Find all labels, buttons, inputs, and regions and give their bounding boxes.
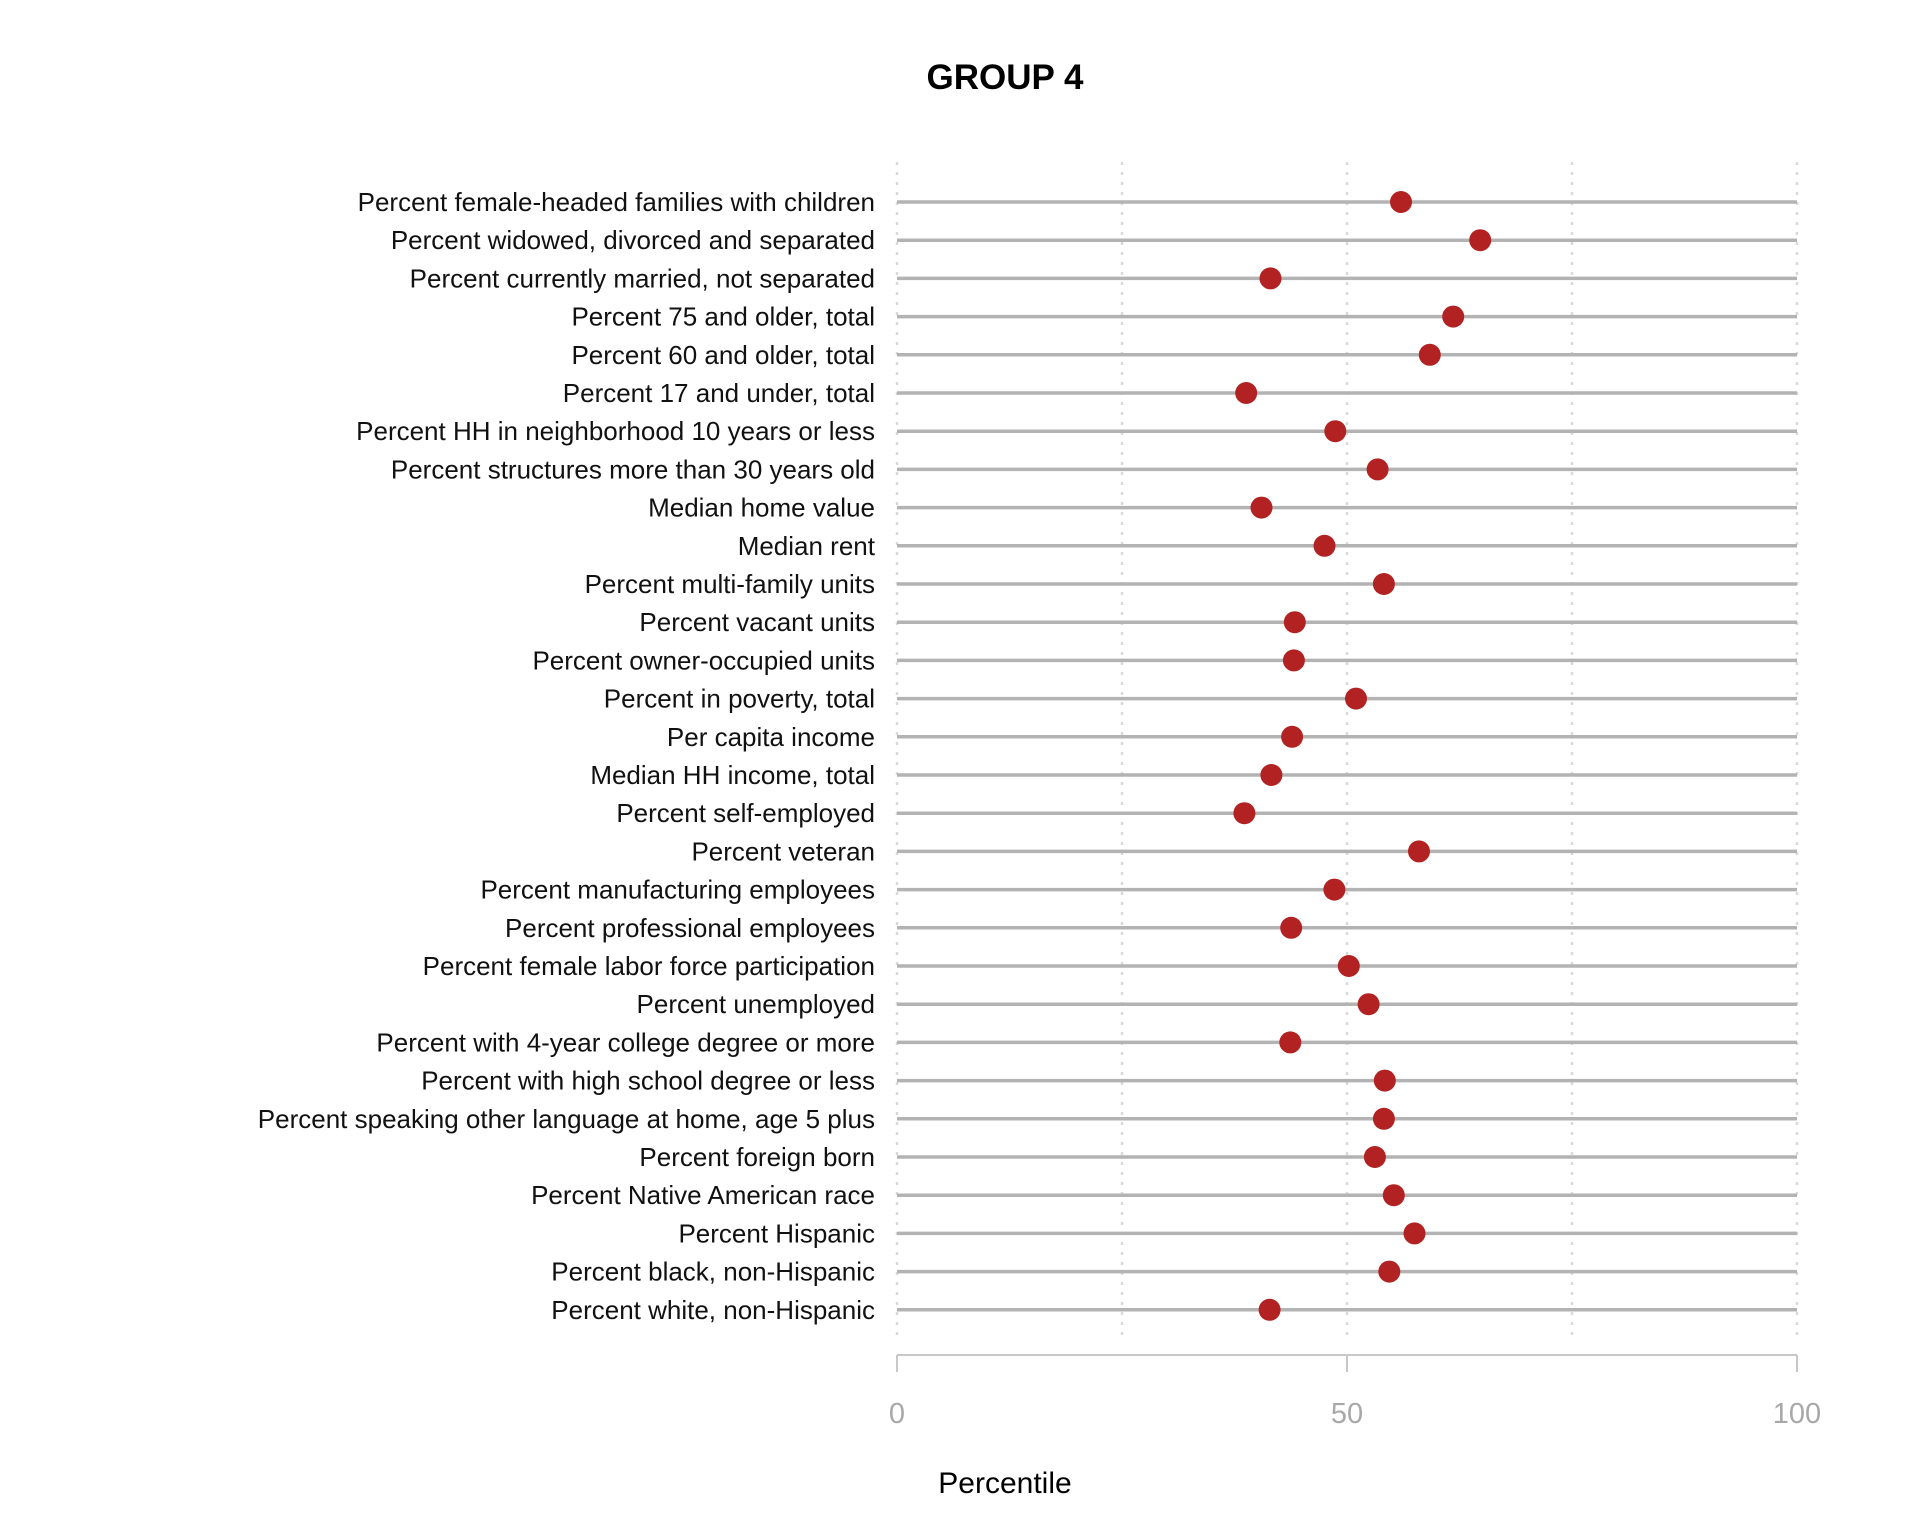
x-tick-label: 100 bbox=[1773, 1398, 1821, 1430]
data-point bbox=[1378, 1260, 1401, 1283]
data-point bbox=[1372, 573, 1395, 595]
category-label: Median HH income, total bbox=[590, 760, 875, 790]
data-point bbox=[1282, 649, 1305, 672]
data-point bbox=[1357, 993, 1380, 1016]
category-label: Median home value bbox=[648, 493, 875, 523]
x-axis-title: Percentile bbox=[938, 1467, 1072, 1500]
data-point bbox=[1260, 764, 1283, 786]
category-label: Percent with high school degree or less bbox=[421, 1066, 875, 1096]
data-point bbox=[1366, 458, 1389, 481]
category-label: Percent HH in neighborhood 10 years or l… bbox=[356, 416, 875, 446]
x-tick-label: 0 bbox=[889, 1398, 905, 1430]
category-labels: Percent female-headed families with chil… bbox=[258, 187, 876, 1325]
data-point bbox=[1345, 687, 1367, 710]
data-point bbox=[1281, 725, 1304, 748]
category-label: Percent veteran bbox=[691, 836, 875, 866]
category-label: Percent unemployed bbox=[637, 989, 875, 1019]
data-point bbox=[1279, 1031, 1302, 1054]
category-label: Percent owner-occupied units bbox=[532, 645, 875, 675]
data-point bbox=[1324, 420, 1347, 443]
category-label: Percent 17 and under, total bbox=[563, 378, 875, 408]
data-point bbox=[1382, 1184, 1405, 1207]
chart-title: GROUP 4 bbox=[926, 58, 1084, 97]
data-points bbox=[1233, 191, 1492, 1321]
data-point bbox=[1258, 1298, 1281, 1321]
data-point bbox=[1372, 1107, 1395, 1130]
data-point bbox=[1337, 955, 1360, 977]
category-label: Median rent bbox=[738, 531, 876, 561]
data-point bbox=[1442, 305, 1465, 328]
data-point bbox=[1403, 1222, 1426, 1245]
category-label: Percent Native American race bbox=[531, 1180, 875, 1210]
category-label: Percent female-headed families with chil… bbox=[358, 187, 875, 217]
data-point bbox=[1235, 382, 1258, 404]
category-lines bbox=[897, 200, 1797, 1312]
category-label: Percent professional employees bbox=[505, 913, 875, 943]
category-label: Percent currently married, not separated bbox=[410, 263, 875, 293]
data-point bbox=[1373, 1069, 1396, 1092]
category-label: Percent structures more than 30 years ol… bbox=[391, 454, 875, 484]
category-label: Percent black, non-Hispanic bbox=[551, 1257, 875, 1287]
data-point bbox=[1363, 1146, 1386, 1168]
vertical-gridlines bbox=[895, 162, 1799, 1340]
category-label: Percent speaking other language at home,… bbox=[258, 1104, 875, 1134]
category-label: Percent in poverty, total bbox=[604, 684, 875, 714]
category-label: Percent self-employed bbox=[616, 798, 875, 828]
category-label: Percent vacant units bbox=[639, 607, 875, 637]
category-label: Percent white, non-Hispanic bbox=[551, 1295, 875, 1325]
data-point bbox=[1283, 611, 1306, 634]
category-label: Percent widowed, divorced and separated bbox=[391, 225, 875, 255]
category-label: Percent manufacturing employees bbox=[480, 875, 875, 905]
category-label: Percent multi-family units bbox=[585, 569, 875, 599]
x-axis: 0 50 100 bbox=[889, 1354, 1821, 1430]
data-point bbox=[1418, 343, 1441, 366]
category-label: Percent foreign born bbox=[639, 1142, 875, 1172]
category-label: Percent female labor force participation bbox=[423, 951, 875, 981]
x-tick-label: 50 bbox=[1331, 1398, 1363, 1430]
category-label: Percent with 4-year college degree or mo… bbox=[376, 1027, 875, 1057]
data-point bbox=[1259, 267, 1282, 290]
data-point bbox=[1313, 534, 1336, 557]
data-point bbox=[1233, 802, 1256, 825]
data-point bbox=[1390, 191, 1412, 213]
category-label: Percent 75 and older, total bbox=[571, 302, 875, 332]
data-point bbox=[1469, 229, 1492, 252]
data-point bbox=[1280, 916, 1303, 939]
data-point bbox=[1408, 840, 1430, 863]
category-label: Per capita income bbox=[667, 722, 875, 752]
category-label: Percent Hispanic bbox=[678, 1218, 875, 1248]
data-point bbox=[1250, 496, 1273, 519]
data-point bbox=[1323, 878, 1346, 901]
category-label: Percent 60 and older, total bbox=[571, 340, 875, 370]
